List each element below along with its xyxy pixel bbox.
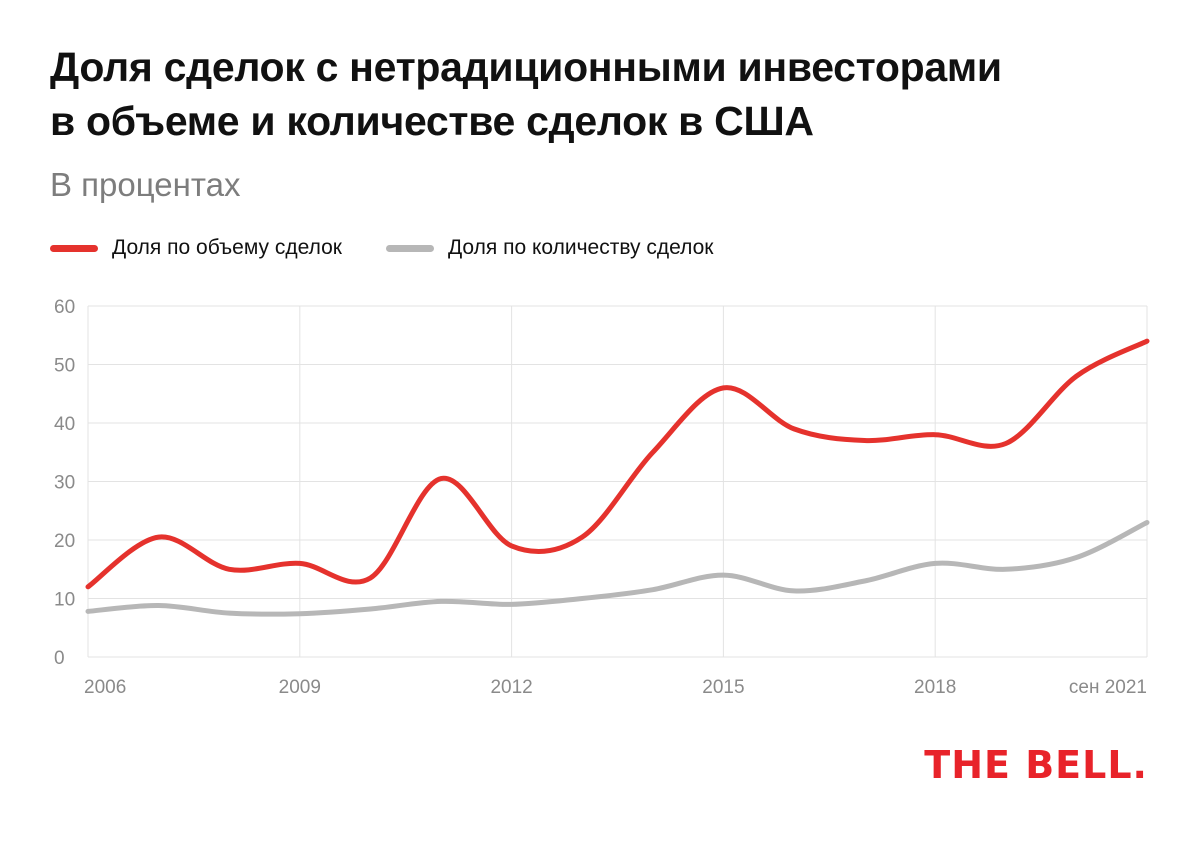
y-tick-label-30: 30 xyxy=(54,473,75,494)
legend-swatch-volume xyxy=(50,244,98,252)
chart-title: Доля сделок с нетрадиционными инвесторам… xyxy=(50,40,1150,148)
y-tick-label-40: 40 xyxy=(54,414,75,435)
x-tick-label-2006: 2006 xyxy=(84,677,126,698)
the-bell-logo: THE BELL. xyxy=(924,743,1148,787)
chart-grid xyxy=(87,305,1148,658)
legend-label-volume: Доля по объему сделок xyxy=(112,236,342,259)
legend-item-count: Доля по количеству сделок xyxy=(385,236,714,260)
x-axis-labels: 2006 2009 2012 2015 2018 сен 2021 xyxy=(84,677,1147,698)
legend: Доля по объему сделок Доля по количеству… xyxy=(50,236,757,260)
y-tick-label-60: 60 xyxy=(54,297,75,318)
y-axis-labels: 0 10 20 30 40 50 60 xyxy=(54,297,75,669)
chart-title-line-2: в объеме и количестве сделок в США xyxy=(50,98,814,144)
chart-subtitle: В процентах xyxy=(50,166,241,203)
y-tick-label-50: 50 xyxy=(54,356,75,377)
series-line-count xyxy=(85,520,1150,617)
y-tick-label-10: 10 xyxy=(54,590,75,611)
chart-title-line-1: Доля сделок с нетрадиционными инвесторам… xyxy=(50,44,1002,90)
x-tick-label-2015: 2015 xyxy=(702,677,744,698)
x-tick-label-2012: 2012 xyxy=(490,677,532,698)
x-tick-label-2018: 2018 xyxy=(914,677,956,698)
legend-label-count: Доля по количеству сделок xyxy=(447,236,714,259)
x-tick-label-2021: сен 2021 xyxy=(1069,677,1147,698)
y-tick-label-20: 20 xyxy=(54,531,75,552)
legend-swatch-count xyxy=(385,244,434,252)
legend-item-volume: Доля по объему сделок xyxy=(50,236,342,260)
chart-series xyxy=(85,338,1150,617)
y-tick-label-0: 0 xyxy=(54,648,65,669)
series-line-volume xyxy=(85,338,1150,590)
x-tick-label-2009: 2009 xyxy=(279,677,321,698)
